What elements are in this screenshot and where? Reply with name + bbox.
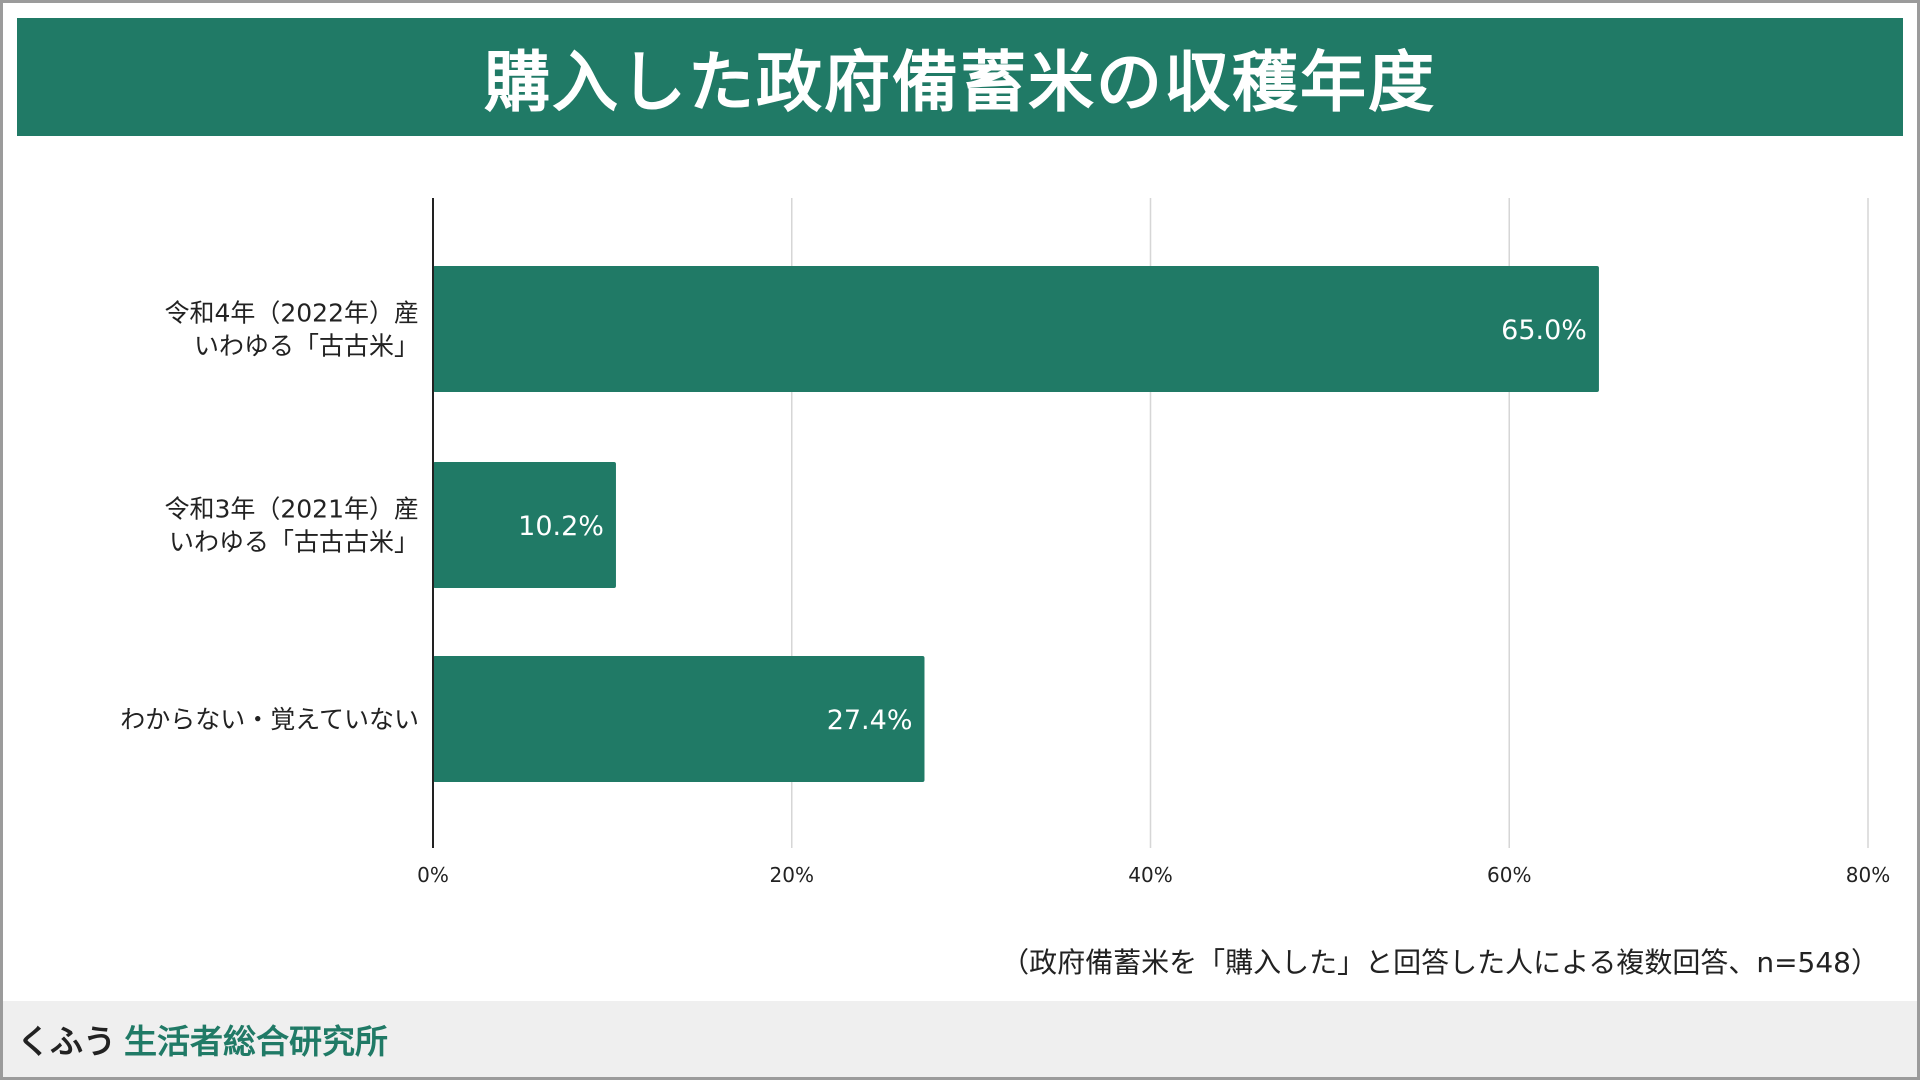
category-label: 令和4年（2022年）産 — [164, 299, 419, 328]
bar — [433, 462, 616, 588]
x-tick-label: 20% — [770, 863, 814, 887]
category-label: いわゆる「古古古米」 — [169, 528, 419, 557]
category-label: 令和3年（2021年）産 — [164, 495, 419, 524]
bar-value-label: 10.2% — [518, 511, 604, 542]
category-label: いわゆる「古古米」 — [194, 332, 419, 361]
title-bar: 購入した政府備蓄米の収穫年度 — [17, 18, 1903, 136]
bar-value-label: 65.0% — [1501, 315, 1587, 346]
chart-title: 購入した政府備蓄米の収穫年度 — [484, 44, 1436, 121]
x-tick-label: 60% — [1487, 863, 1531, 887]
bar — [433, 266, 1599, 392]
sample-note: （政府備蓄米を「購入した」と回答した人による複数回答、n=548） — [1001, 946, 1879, 979]
bar — [433, 656, 925, 782]
bar-chart: 0% 20% 40% 60% 80% 65.0% 令和4年（2022年）産いわゆる「古古米」… — [120, 198, 1890, 887]
category-label: わからない・覚えていない — [120, 705, 419, 734]
footer-bar: くふう 生活者総合研究所 — [3, 1001, 1917, 1077]
brand-name-institute: 生活者総合研究所 — [124, 1022, 388, 1061]
brand-name-kufu: くふう — [17, 1022, 116, 1061]
x-tick-label: 80% — [1846, 863, 1890, 887]
x-tick-label: 0% — [417, 863, 449, 887]
bar-value-label: 27.4% — [827, 705, 913, 736]
x-tick-label: 40% — [1128, 863, 1172, 887]
